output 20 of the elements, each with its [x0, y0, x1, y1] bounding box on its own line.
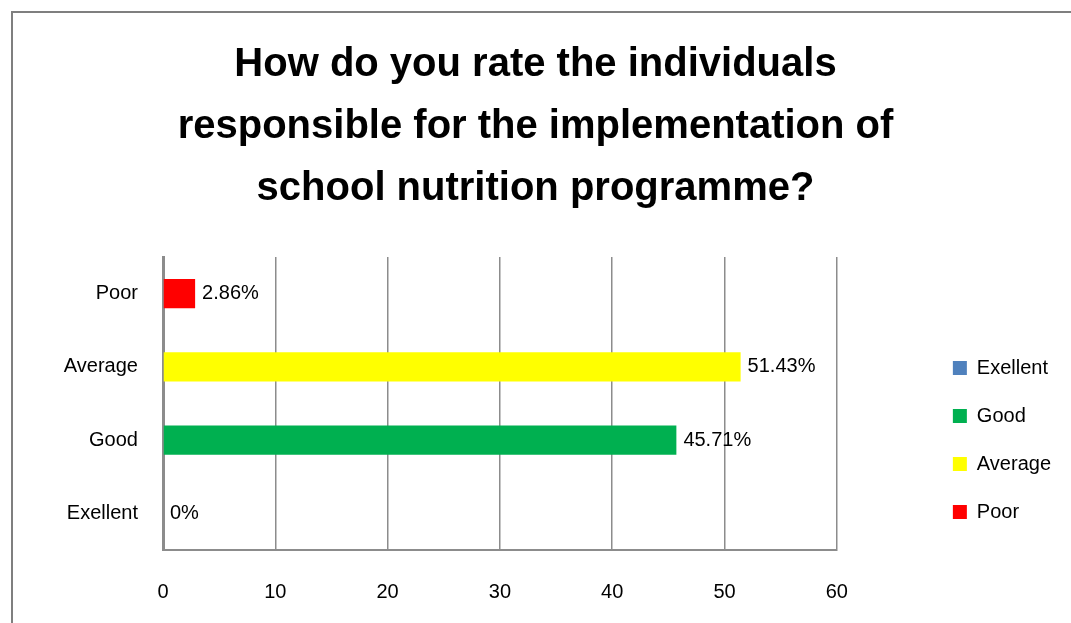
x-tick-label: 30 [488, 579, 512, 602]
x-tick-label: 60 [825, 579, 848, 602]
x-tick-label: 10 [264, 579, 287, 602]
y-tick-label: Exellent [66, 500, 139, 523]
data-label: 45.71% [683, 427, 752, 450]
x-tick-label: 50 [713, 579, 736, 602]
data-label: 51.43% [747, 354, 816, 377]
legend-label: Good [976, 403, 1026, 426]
legend-label: Exellent [976, 355, 1049, 378]
data-label: 2.86% [202, 281, 260, 304]
legend-label: Poor [976, 499, 1020, 522]
y-tick-label: Good [89, 427, 138, 450]
chart-title: How do you rate the individuals responsible for the implementation of school nutrition programme? [176, 39, 895, 210]
legend-label: Average [976, 451, 1052, 474]
data-label: 0% [170, 500, 200, 523]
x-tick-label: 40 [601, 579, 624, 602]
x-tick-label: 0 [157, 579, 169, 602]
y-tick-label: Average [63, 354, 138, 377]
x-tick-label: 20 [376, 579, 399, 602]
y-tick-label: Poor [95, 281, 139, 304]
